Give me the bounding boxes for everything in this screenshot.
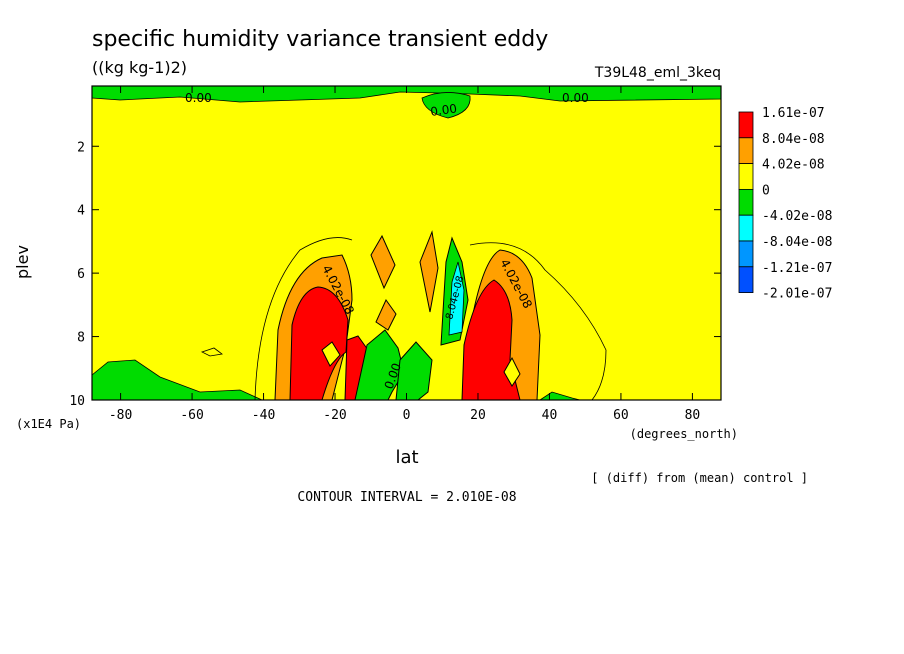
contour-outer-left (254, 237, 353, 400)
y-tick-label: 8 (77, 331, 85, 346)
legend-swatch (738, 163, 754, 190)
small-orange-3 (375, 299, 397, 331)
center-cyan (448, 261, 465, 336)
legend-label: -1.21e-07 (762, 261, 832, 276)
chart-title: specific humidity variance transient edd… (92, 27, 548, 52)
legend-label: -8.04e-08 (762, 235, 832, 250)
contour-label: 0.00 (185, 91, 212, 105)
yellow-hole-2 (503, 356, 521, 387)
legend-swatch (738, 214, 754, 242)
legend-swatch (738, 188, 754, 216)
x-tick-label: -40 (252, 408, 275, 423)
contour-interval: CONTOUR INTERVAL = 2.010E-08 (297, 490, 516, 505)
legend-swatch (738, 137, 754, 165)
x-tick-label: 20 (470, 408, 486, 423)
legend-label: 4.02e-08 (762, 158, 825, 173)
top-band (92, 86, 721, 103)
y-tick-label: 6 (77, 267, 85, 282)
y-tick-label: 4 (77, 204, 85, 219)
lower-right-green (539, 391, 581, 400)
contour-label: 0.00 (429, 101, 457, 119)
small-orange-1 (370, 234, 396, 290)
top-blob (421, 92, 471, 119)
diff-note: [ (diff) from (mean) control ] (591, 471, 808, 485)
legend-label: -4.02e-08 (762, 209, 832, 224)
small-orange-2 (419, 230, 439, 313)
legend-swatch (738, 266, 754, 293)
x-tick-label: 60 (613, 408, 629, 423)
x-tick-label: 0 (403, 408, 411, 423)
yellow-hole (321, 341, 341, 367)
legend-swatch (738, 240, 754, 268)
x-tick-label: -20 (323, 408, 346, 423)
legend-label: 8.04e-08 (762, 132, 825, 147)
x-tick-label: -80 (109, 408, 132, 423)
color-legend: 1.61e-07 8.04e-08 4.02e-08 0 -4.02e-08 -8.04e… (738, 106, 832, 302)
small-contour (200, 347, 223, 357)
lower-left-green (92, 359, 263, 400)
chart-units: ((kg kg-1)2) (92, 58, 187, 77)
legend-label: 1.61e-07 (762, 106, 825, 121)
y-tick-label: 10 (69, 394, 85, 409)
y-tick-label: 2 (77, 140, 85, 155)
x-tick-label: 40 (542, 408, 558, 423)
background-fill (92, 86, 721, 400)
x-tick-label: -60 (180, 408, 203, 423)
x-tick-label: 80 (685, 408, 701, 423)
y-axis-ticks: 2 4 6 8 10 (69, 140, 721, 409)
legend-label: -2.01e-07 (762, 287, 832, 302)
legend-swatch (738, 111, 754, 139)
x-axis-units: (degrees_north) (630, 427, 738, 441)
y-axis-label: plev (13, 245, 32, 279)
y-axis-units: (x1E4 Pa) (16, 417, 81, 431)
x-axis-label: lat (395, 447, 418, 468)
x-axis-ticks: -80 -60 -40 -20 0 20 40 60 80 (109, 86, 700, 423)
contour-label: 0.00 (562, 91, 589, 105)
contour-outer-right (469, 242, 607, 400)
legend-label: 0 (762, 183, 770, 198)
center-green-2 (395, 341, 433, 400)
experiment-label: T39L48_eml_3keq (594, 65, 721, 81)
contour-fill (92, 86, 721, 400)
left-red (289, 286, 349, 400)
